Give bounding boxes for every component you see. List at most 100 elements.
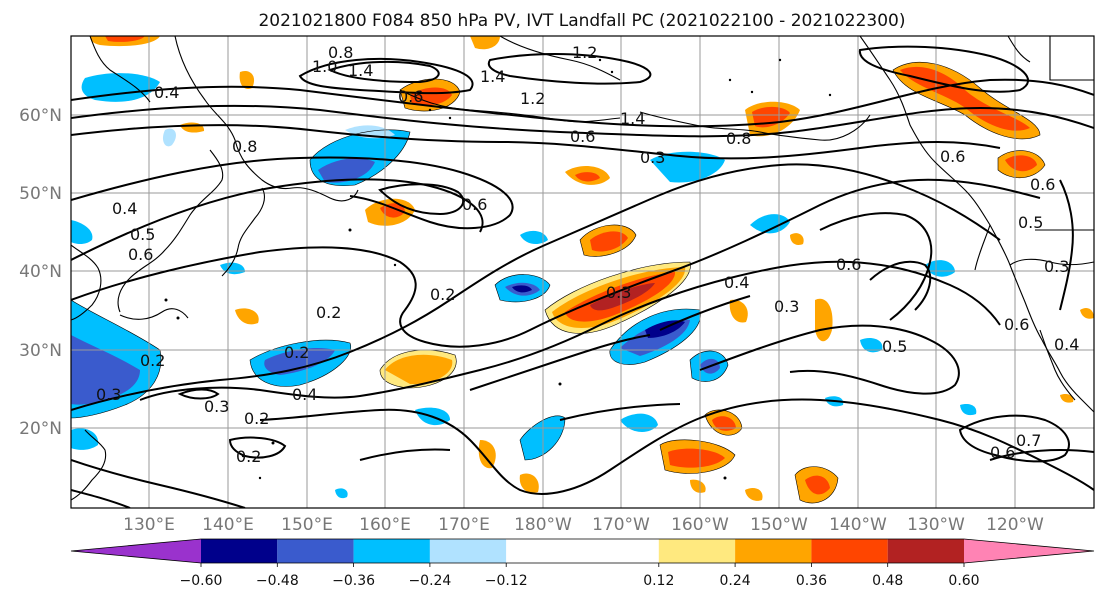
lon-tick-label: 130°W bbox=[907, 515, 965, 535]
positive-anomaly-region bbox=[478, 409, 742, 494]
contour-label: 1.4 bbox=[480, 67, 505, 86]
contour-label: 1.2 bbox=[572, 43, 597, 62]
positive-anomaly-region bbox=[545, 262, 691, 334]
colorbar-tick-label: −0.12 bbox=[485, 573, 528, 589]
contour-label: 0.2 bbox=[244, 409, 269, 428]
lon-tick-label: 160°W bbox=[671, 515, 729, 535]
negative-anomaly-region bbox=[250, 340, 351, 387]
contour-label: 0.5 bbox=[1018, 213, 1043, 232]
contour-label: 0.5 bbox=[130, 225, 155, 244]
colorbar-tick-label: 0.36 bbox=[796, 573, 827, 589]
lon-tick-label: 130°E bbox=[123, 515, 175, 535]
contour-label: 0.3 bbox=[640, 148, 665, 167]
contour-label: 0.2 bbox=[430, 285, 455, 304]
contour-label: 0.6 bbox=[1004, 315, 1029, 334]
contour-label: 0.3 bbox=[96, 385, 121, 404]
contour-label: 0.8 bbox=[232, 137, 257, 156]
contour-label: 0.2 bbox=[316, 303, 341, 322]
lat-tick-label: 50°N bbox=[19, 184, 62, 204]
map-frame bbox=[70, 35, 1095, 509]
lon-tick-label: 150°E bbox=[281, 515, 333, 535]
contour-label: 0.8 bbox=[328, 43, 353, 62]
positive-anomaly-region bbox=[365, 166, 610, 226]
lon-tick-label: 170°E bbox=[438, 515, 490, 535]
colorbar-tick-label: −0.24 bbox=[408, 573, 451, 589]
contour-label: 1.4 bbox=[348, 61, 373, 80]
contour-label: 0.6 bbox=[990, 443, 1015, 462]
lon-tick-label: 180°W bbox=[514, 515, 572, 535]
contour-label: 0.4 bbox=[724, 273, 749, 292]
positive-anomaly-region bbox=[235, 299, 748, 388]
contour-label: 0.7 bbox=[1016, 431, 1041, 450]
contour-label: 0.3 bbox=[1044, 257, 1069, 276]
lon-tick-label: 140°W bbox=[829, 515, 887, 535]
colorbar-swatches bbox=[70, 538, 1095, 564]
figure-title: 2021021800 F084 850 hPa PV, IVT Landfall… bbox=[258, 11, 905, 31]
colorbar-tick-label: 0.48 bbox=[872, 573, 903, 589]
contour-label: 0.3 bbox=[774, 297, 799, 316]
colorbar-tick-label: −0.36 bbox=[332, 573, 375, 589]
colorbar-extend-high bbox=[964, 539, 1094, 563]
lon-tick-label: 140°E bbox=[202, 515, 254, 535]
map-content: 0.8 1.0 1.4 1.2 1.4 0.6 1.2 0.8 1.4 0.8 … bbox=[71, 36, 1094, 508]
colorbar-swatch bbox=[277, 539, 354, 563]
positive-anomaly-region bbox=[690, 233, 838, 504]
contour-label: 0.4 bbox=[292, 385, 317, 404]
colorbar-swatch bbox=[811, 539, 888, 563]
colorbar-ticks: −0.60 −0.48 −0.36 −0.24 −0.12 0.12 0.24 0.36 0.4… bbox=[180, 563, 980, 589]
contour-label: 0.8 bbox=[726, 129, 751, 148]
colorbar-tick-label: 0.24 bbox=[720, 573, 751, 589]
lon-tick-label: 150°W bbox=[750, 515, 808, 535]
colorbar-swatch bbox=[735, 539, 812, 563]
lon-tick-label: 170°W bbox=[592, 515, 650, 535]
contour-label: 0.6 bbox=[940, 147, 965, 166]
colorbar-swatch bbox=[353, 539, 430, 563]
negative-anomaly-region bbox=[81, 73, 176, 147]
colorbar-tick-label: 0.12 bbox=[643, 573, 674, 589]
colorbar-swatch bbox=[201, 539, 278, 563]
contour-label: 0.2 bbox=[236, 447, 261, 466]
contour-label: 0.6 bbox=[836, 255, 861, 274]
lat-tick-label: 30°N bbox=[19, 341, 62, 361]
colorbar-tick-label: −0.60 bbox=[180, 573, 223, 589]
contour-label: 0.6 bbox=[128, 245, 153, 264]
lon-tick-label: 120°W bbox=[986, 515, 1044, 535]
longitude-axis: 130°E 140°E 150°E 160°E 170°E 180°W 170°… bbox=[123, 515, 1044, 535]
contour-label: 0.6 bbox=[462, 195, 487, 214]
negative-anomaly-region bbox=[495, 274, 550, 302]
coastlines bbox=[71, 36, 1094, 501]
contour-label: 0.2 bbox=[140, 351, 165, 370]
colorbar-swatch bbox=[429, 539, 507, 563]
lat-tick-label: 40°N bbox=[19, 262, 62, 282]
contour-label: 1.4 bbox=[620, 109, 645, 128]
contour-label: 0.3 bbox=[204, 397, 229, 416]
lat-tick-label: 20°N bbox=[19, 419, 62, 439]
contour-label-layer: 0.8 1.0 1.4 1.2 1.4 0.6 1.2 0.8 1.4 0.8 … bbox=[96, 43, 1079, 466]
colorbar-tick-label: 0.60 bbox=[948, 573, 979, 589]
contour-label: 0.6 bbox=[398, 87, 423, 106]
contour-label: 0.3 bbox=[606, 283, 631, 302]
colorbar-swatch bbox=[887, 539, 964, 563]
positive-anomaly-region bbox=[90, 36, 500, 90]
contour-label: 0.5 bbox=[882, 337, 907, 356]
lat-tick-label: 60°N bbox=[19, 106, 62, 126]
positive-anomaly-region bbox=[580, 224, 636, 257]
lon-tick-label: 160°E bbox=[359, 515, 411, 535]
map-panel: 0.8 1.0 1.4 1.2 1.4 0.6 1.2 0.8 1.4 0.8 … bbox=[70, 35, 1095, 509]
contour-label: 0.4 bbox=[1054, 335, 1079, 354]
contour-label: 0.4 bbox=[154, 83, 179, 102]
contour-label: 0.2 bbox=[284, 343, 309, 362]
pv-contours bbox=[71, 45, 1094, 508]
contour-label: 1.2 bbox=[520, 89, 545, 108]
contour-label: 0.4 bbox=[112, 199, 137, 218]
colorbar: −0.60 −0.48 −0.36 −0.24 −0.12 0.12 0.24 0.36 0.4… bbox=[70, 538, 1095, 589]
contour-label: 0.6 bbox=[570, 127, 595, 146]
contour-label: 1.0 bbox=[312, 57, 337, 76]
contour-label: 0.6 bbox=[1030, 175, 1055, 194]
latitude-axis: 60°N 50°N 40°N 30°N 20°N bbox=[19, 106, 62, 439]
graticule bbox=[71, 36, 1094, 508]
colorbar-swatch bbox=[658, 539, 736, 563]
colorbar-extend-low bbox=[71, 539, 201, 563]
colorbar-swatch bbox=[506, 539, 659, 563]
